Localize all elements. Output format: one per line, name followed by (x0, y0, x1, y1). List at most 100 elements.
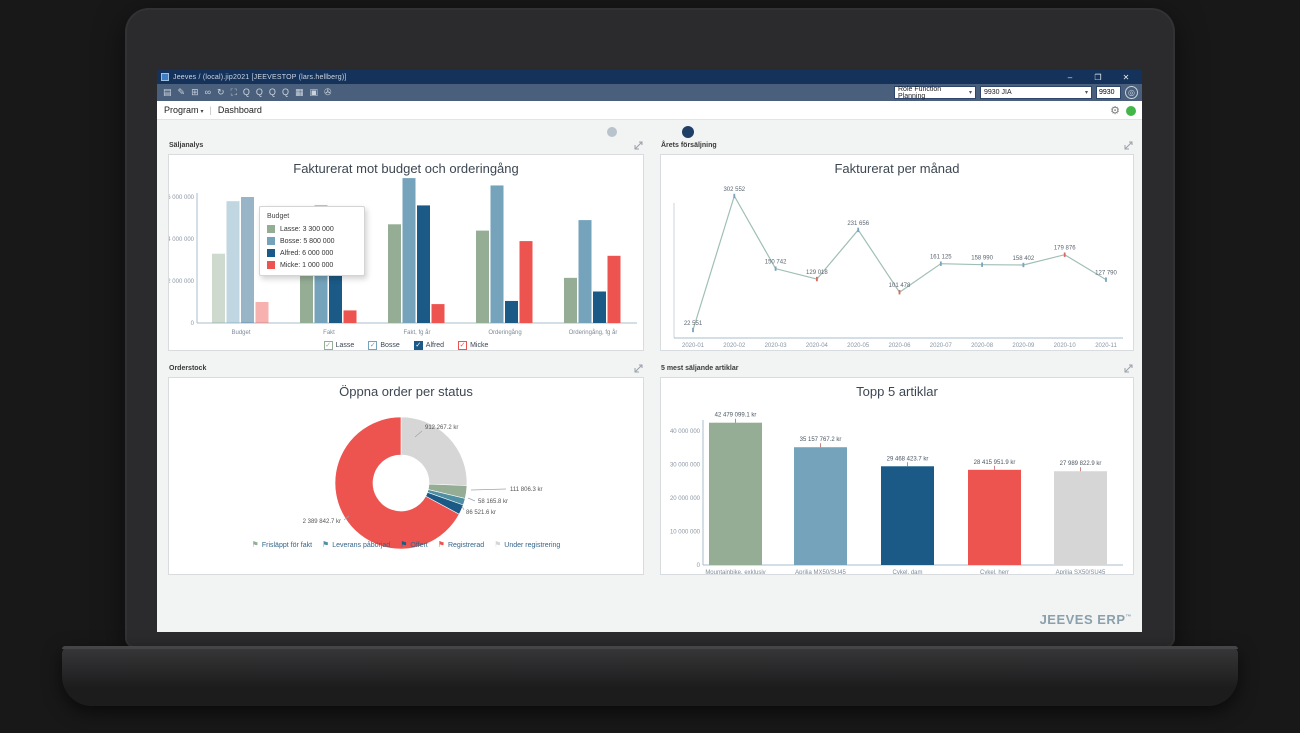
svg-text:2020-01: 2020-01 (682, 343, 705, 349)
svg-text:912 267.2 kr: 912 267.2 kr (425, 425, 458, 431)
close-button[interactable]: ✕ (1122, 72, 1130, 82)
svg-text:2020-06: 2020-06 (888, 343, 911, 349)
legend-checkbox-lasse[interactable]: ✓ Lasse (323, 341, 355, 350)
svg-text:111 806.3 kr: 111 806.3 kr (510, 487, 542, 493)
widget-order-stock: Orderstock Öppna order per status 912 26… (168, 364, 644, 575)
svg-text:302 552: 302 552 (723, 187, 745, 193)
zoom-in-icon[interactable]: Q (255, 87, 263, 97)
top5-bar-chart: 0 10 000 000 20 000 000 30 000 000 40 000 00… (661, 398, 1133, 574)
svg-text:30 000 000: 30 000 000 (670, 463, 701, 469)
new-document-icon[interactable]: ▤ (163, 87, 172, 97)
search-icon[interactable]: Q (242, 87, 250, 97)
tooltip-row: Micke: 1 000 000 (267, 261, 357, 269)
title-bar: Jeeves / (local).jip2021 [JEEVESTOP (lar… (157, 70, 1142, 84)
svg-text:2 000 000: 2 000 000 (169, 279, 195, 285)
legend-checkbox-bosse[interactable]: ✓ Bosse (368, 341, 400, 350)
expand-icon[interactable] (634, 364, 643, 373)
jeeves-app-window: Jeeves / (local).jip2021 [JEEVESTOP (lar… (157, 70, 1142, 632)
legend-item-under-registrering[interactable]: ⚑ Under registrering (494, 540, 561, 549)
zoom-reset-icon[interactable]: Q (281, 87, 289, 97)
print-icon[interactable]: ▣ (309, 87, 318, 97)
flag-icon: ⚑ (437, 540, 445, 549)
app-icon (161, 73, 169, 81)
legend-item-registrerad[interactable]: ⚑ Registrerad (437, 540, 485, 549)
edit-icon[interactable]: ✎ (177, 87, 186, 97)
chevron-down-icon: ▾ (200, 109, 204, 115)
minimize-button[interactable]: – (1067, 72, 1073, 82)
svg-text:20 000 000: 20 000 000 (670, 496, 701, 502)
tooltip-row: Bosse: 5 800 000 (267, 237, 357, 245)
svg-text:27 989 822.9 kr: 27 989 822.9 kr (1060, 461, 1102, 467)
svg-text:28 415 951.9 kr: 28 415 951.9 kr (974, 460, 1016, 466)
link-icon[interactable]: ∞ (204, 87, 212, 97)
role-function-value: Role Function Planning (898, 85, 942, 100)
panel-top5-articles: Topp 5 artiklar 0 10 000 000 20 000 000 30 … (660, 377, 1134, 575)
svg-text:10 000 000: 10 000 000 (670, 530, 701, 536)
context-select[interactable]: 9930 JIA ▾ (980, 86, 1092, 99)
svg-text:Fakt: Fakt (323, 330, 335, 336)
svg-text:129 018: 129 018 (806, 270, 828, 276)
laptop-base (62, 646, 1238, 706)
chart-title: Topp 5 artiklar (856, 384, 938, 399)
attachment-icon[interactable]: ✇ (323, 87, 332, 97)
svg-text:2020-09: 2020-09 (1012, 343, 1035, 349)
flag-icon: ⚑ (251, 540, 259, 549)
flag-icon: ⚑ (322, 540, 330, 549)
svg-text:86 521.6 kr: 86 521.6 kr (466, 510, 496, 516)
flag-icon: ⚑ (400, 540, 408, 549)
svg-text:2020-04: 2020-04 (806, 343, 829, 349)
chevron-down-icon: ▾ (968, 90, 972, 96)
svg-text:0: 0 (697, 563, 701, 569)
svg-text:2020-03: 2020-03 (765, 343, 788, 349)
panel-open-orders: Öppna order per status 912 267.2 kr 111 8… (168, 377, 644, 575)
expand-icon[interactable] (1124, 141, 1133, 150)
menu-bar: Program ▾ | Dashboard ⚙ (157, 101, 1142, 120)
page-dot-2[interactable] (682, 126, 694, 138)
svg-text:4 000 000: 4 000 000 (169, 237, 195, 243)
legend-checkbox-alfred[interactable]: ✓ Alfred (413, 341, 445, 350)
panel-monthly-invoiced: Fakturerat per månad 22 551 2020-01 302 55… (660, 154, 1134, 351)
svg-text:Budget: Budget (231, 330, 250, 336)
legend-item-leverans-p-b-rjad[interactable]: ⚑ Leverans påbörjad (322, 540, 391, 549)
dashboard-content: Säljanalys Fakturerat mot budget och ord… (157, 120, 1142, 632)
window-controls: – ❐ ✕ (1056, 70, 1140, 84)
toolbar-icons: ▤ ✎ ⊞ ∞ ↻ ⛶ Q Q Q Q ▦ ▣ ✇ (157, 88, 332, 97)
maximize-button[interactable]: ❐ (1094, 72, 1102, 82)
svg-text:Orderingång: Orderingång (488, 329, 521, 336)
tab-dashboard[interactable]: Dashboard (217, 105, 262, 115)
svg-text:Orderingång, fg år: Orderingång, fg år (569, 329, 618, 336)
chevron-down-icon: ▾ (1084, 90, 1088, 96)
legend-checkbox-micke[interactable]: ✓ Micke (458, 341, 489, 350)
svg-text:2020-10: 2020-10 (1054, 343, 1077, 349)
gear-icon[interactable]: ⚙ (1110, 105, 1120, 117)
report-icon[interactable]: ▦ (294, 87, 304, 97)
expand-icon[interactable] (634, 141, 643, 150)
svg-text:158 990: 158 990 (971, 256, 993, 262)
svg-text:127 790: 127 790 (1095, 271, 1117, 277)
chart-title: Öppna order per status (339, 384, 473, 399)
widget-label: Säljanalys (169, 142, 204, 149)
legend-item-frisl-ppt-f-r-fakt[interactable]: ⚑ Frisläppt för fakt (251, 540, 313, 549)
widget-sales-analysis: Säljanalys Fakturerat mot budget och ord… (168, 141, 644, 351)
delete-icon[interactable]: ⛶ (230, 87, 237, 97)
svg-text:58 165.8 kr: 58 165.8 kr (478, 499, 508, 505)
expand-icon[interactable] (1124, 364, 1133, 373)
widget-label: 5 mest säljande artiklar (661, 365, 739, 372)
svg-text:101 478: 101 478 (889, 283, 911, 289)
svg-text:Aprilia SX50/SU45: Aprilia SX50/SU45 (1056, 570, 1106, 575)
zoom-out-icon[interactable]: Q (268, 87, 276, 97)
svg-text:42 479 099.1 kr: 42 479 099.1 kr (715, 413, 757, 419)
legend-item-offert[interactable]: ⚑ Offert (400, 540, 428, 549)
grid-icon[interactable]: ⊞ (191, 87, 199, 97)
refresh-icon[interactable]: ↻ (217, 87, 225, 97)
widget-label: Orderstock (169, 365, 207, 372)
panel-budget-chart: Fakturerat mot budget och orderingång 0 2… (168, 154, 644, 351)
window-title: Jeeves / (local).jip2021 [JEEVESTOP (lar… (173, 73, 347, 81)
go-button[interactable]: ◎ (1125, 86, 1138, 99)
quick-search-input[interactable] (1096, 86, 1121, 99)
program-menu[interactable]: Program ▾ (164, 105, 204, 115)
menu-separator: | (209, 105, 212, 115)
page-dot-1[interactable] (607, 127, 617, 137)
role-function-select[interactable]: Role Function Planning ▾ (894, 85, 976, 100)
